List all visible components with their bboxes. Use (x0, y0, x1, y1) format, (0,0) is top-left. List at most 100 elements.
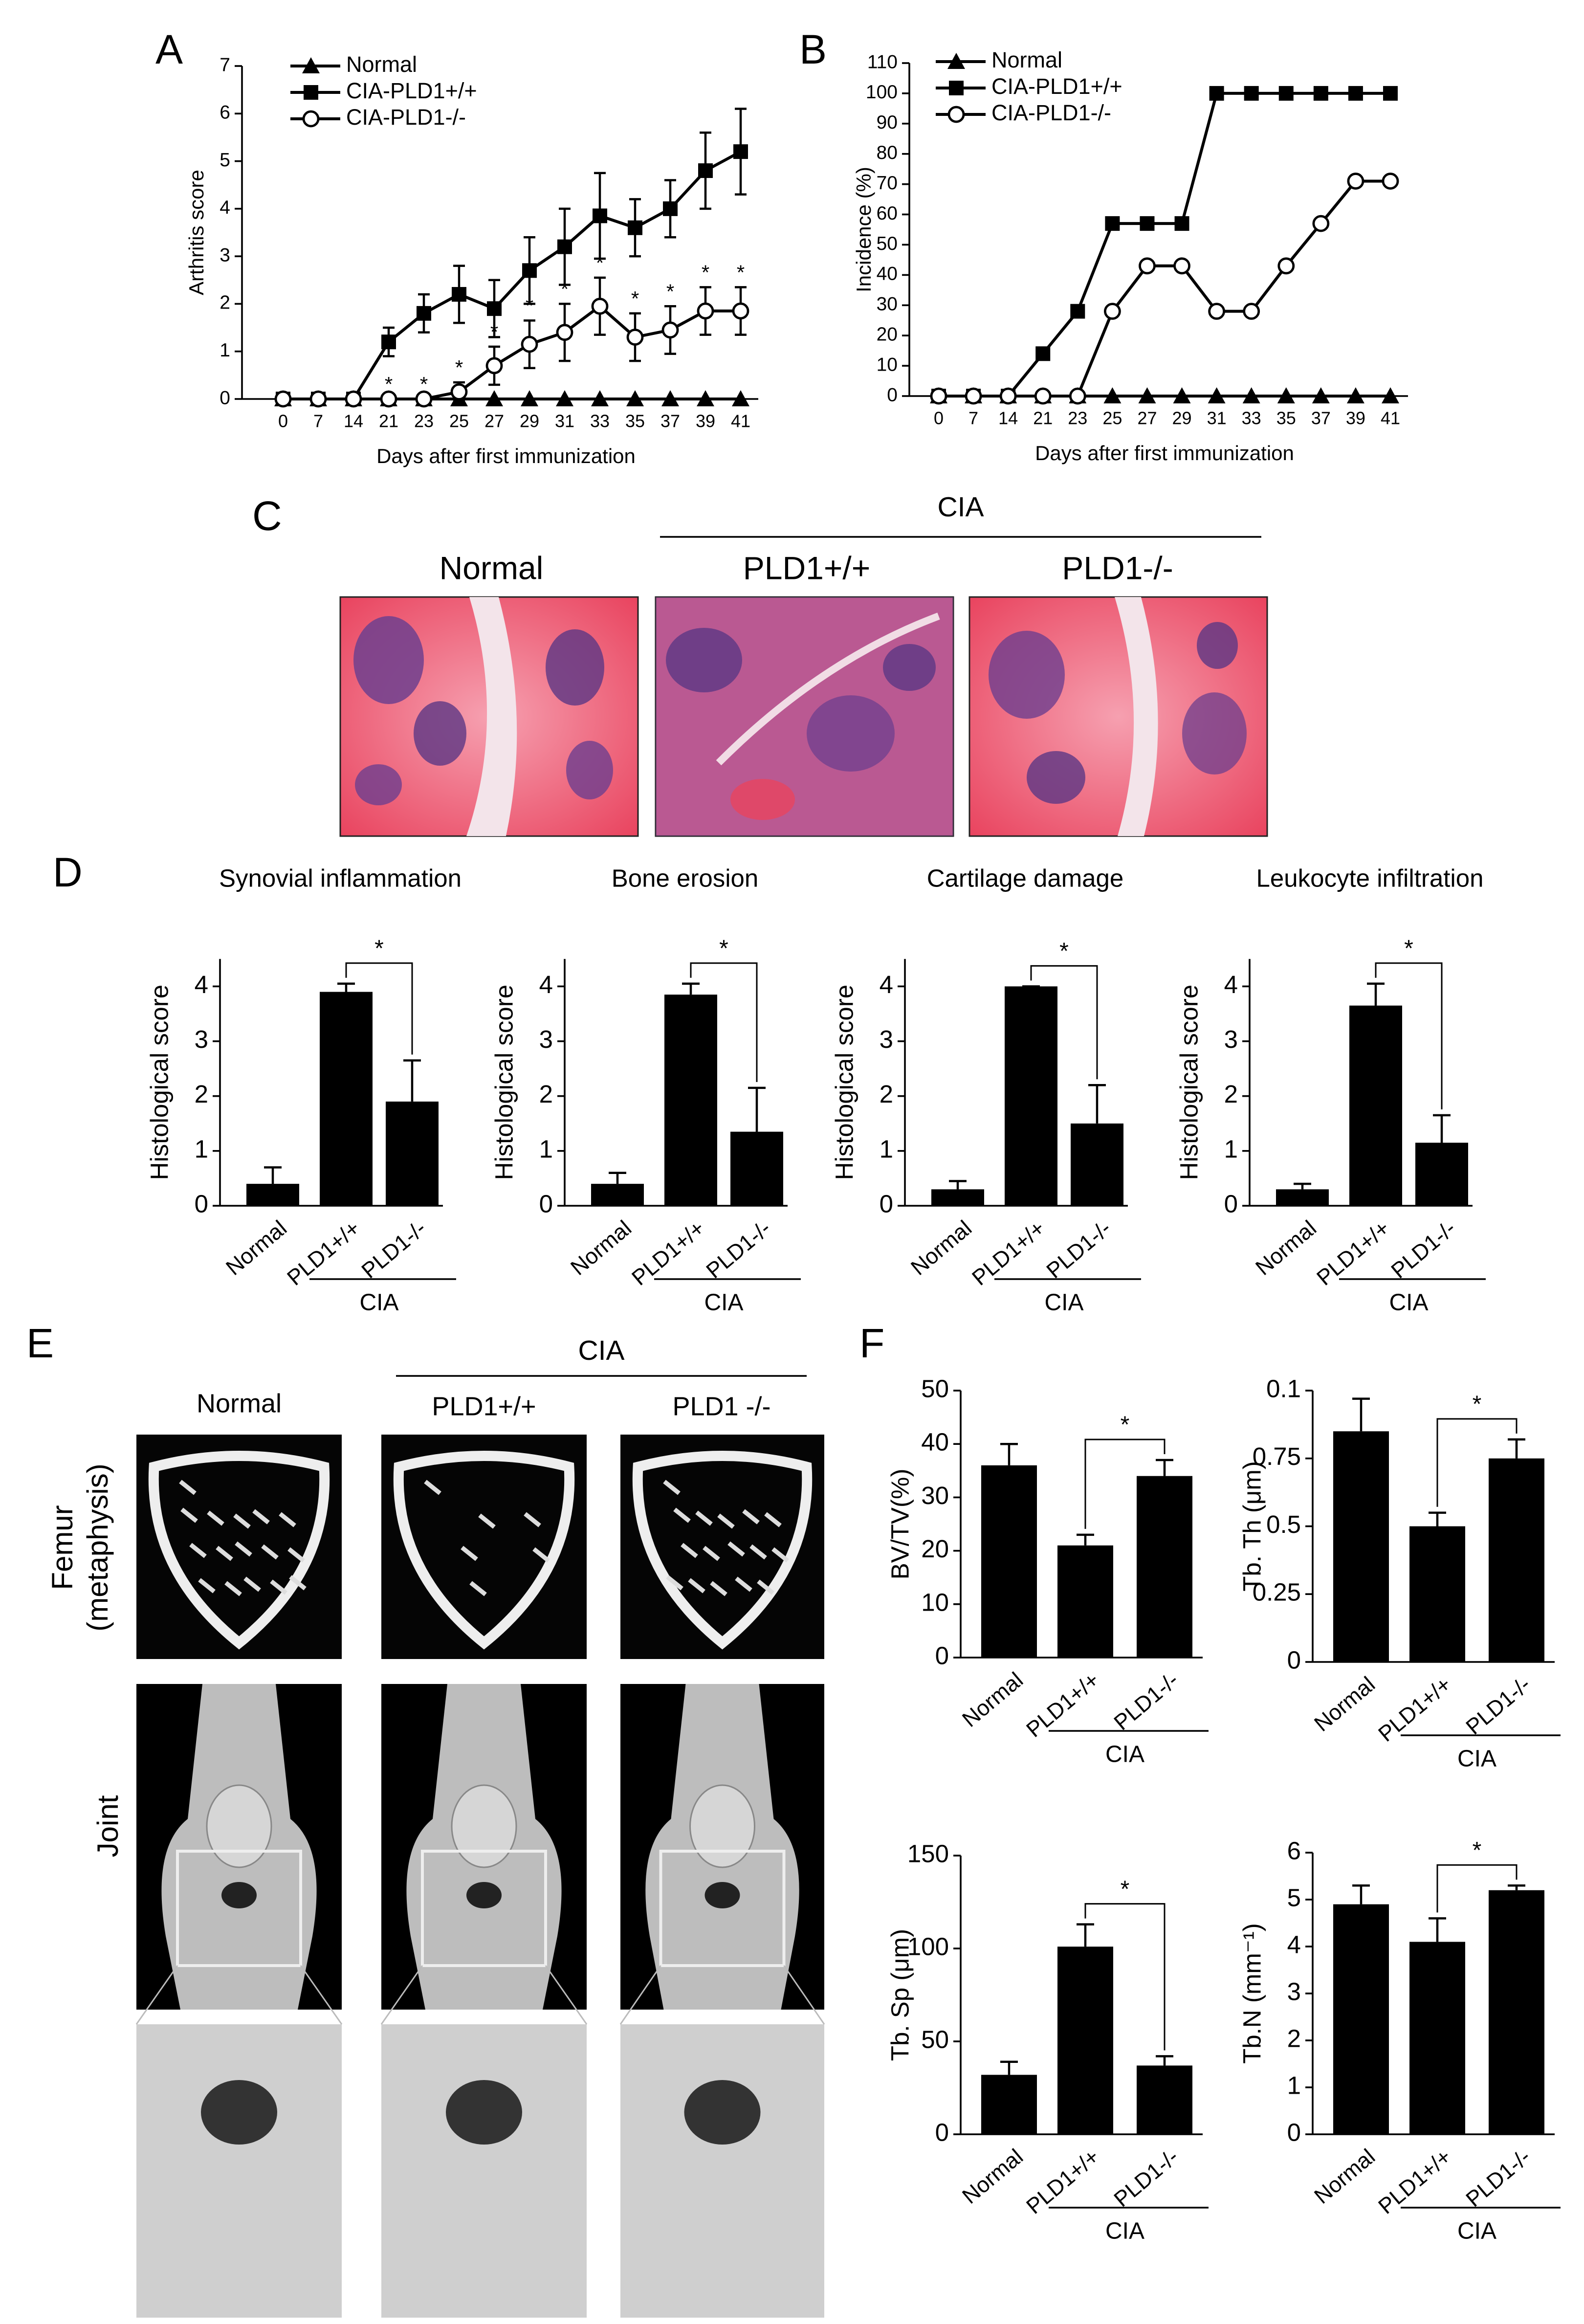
trabecula (666, 1575, 683, 1591)
x-tick-label: 41 (1381, 408, 1400, 428)
row-label: Femur (46, 1505, 79, 1590)
x-tick-label: 37 (660, 411, 680, 431)
y-tick-label: 0 (880, 1190, 893, 1217)
x-tick-label: 21 (379, 411, 398, 431)
marker (1382, 173, 1399, 190)
error-bar (1294, 1182, 1311, 1190)
y-tick-label: 90 (877, 112, 898, 133)
marker (1070, 304, 1085, 319)
y-tick-label: 0 (935, 1641, 949, 1669)
bar (1137, 1476, 1192, 1658)
bar (320, 992, 373, 1206)
bar (1005, 986, 1057, 1206)
x-tick-label: PLD1-/- (702, 1216, 776, 1284)
marker (1312, 215, 1330, 232)
group-label: CIA (1105, 2218, 1144, 2244)
ct-image (620, 2024, 824, 2318)
y-axis-label: Incidence (%) (852, 167, 875, 292)
significance-bracket (1436, 1418, 1518, 1507)
significance-bracket (345, 962, 413, 1055)
marker (1105, 216, 1120, 231)
significance-marker: * (666, 280, 674, 303)
error-bar (1429, 1917, 1446, 1942)
bar (1333, 1904, 1389, 2135)
marker (1383, 86, 1398, 101)
x-tick-label: 29 (1172, 408, 1192, 428)
x-tick-label: 27 (1137, 408, 1157, 428)
y-tick-label: 3 (1224, 1025, 1238, 1053)
marker (698, 163, 713, 178)
y-axis-label: Histological score (830, 985, 858, 1180)
bar (981, 1465, 1037, 1658)
column-label: PLD1+/+ (432, 1392, 536, 1421)
trabecula (261, 1544, 279, 1560)
significance-bracket (1084, 1903, 1166, 2051)
significance-marker: * (702, 261, 709, 284)
significance-marker: * (631, 287, 639, 310)
trabecula (424, 1480, 441, 1495)
panel-label: E (26, 1320, 54, 1366)
significance-marker: * (1473, 1837, 1482, 1863)
x-tick-label: 35 (1276, 408, 1296, 428)
legend-marker (302, 57, 320, 74)
error-bar (1352, 1397, 1370, 1432)
notch (704, 1882, 740, 1909)
marker (521, 390, 538, 407)
bar (1333, 1431, 1389, 1662)
marker (1139, 257, 1156, 275)
marker (309, 390, 327, 408)
y-tick-label: 3 (1287, 1977, 1301, 2005)
x-tick-label: 14 (998, 408, 1018, 428)
significance-marker: * (490, 320, 498, 343)
trabecula (673, 1507, 691, 1523)
significance-marker: * (1121, 1412, 1130, 1438)
histology-image (968, 596, 1268, 837)
trabecula (771, 1547, 789, 1563)
marker (452, 287, 466, 302)
x-tick-label: PLD1-/- (1042, 1216, 1116, 1284)
group-label: CIA (937, 491, 984, 523)
trabecula (243, 1576, 261, 1592)
notch (684, 2080, 761, 2145)
x-tick-label: 29 (520, 411, 539, 431)
error-bar (1156, 2055, 1173, 2066)
x-tick-label: PLD1-/- (1109, 2144, 1184, 2212)
marker (485, 390, 503, 407)
y-tick-label: 0 (1287, 1646, 1301, 1674)
y-tick-label: 0 (539, 1190, 553, 1217)
legend-marker (304, 85, 318, 100)
marker (380, 390, 397, 408)
group-label: CIA (704, 1290, 743, 1316)
x-tick-label: 0 (278, 411, 288, 431)
marker (485, 357, 503, 375)
y-tick-label: 2 (539, 1080, 553, 1108)
y-axis-label: BV/TV(%) (886, 1469, 914, 1580)
y-tick-label: 150 (907, 1839, 949, 1867)
panel-label: D (53, 849, 83, 895)
marker (1034, 387, 1052, 405)
significance-marker: * (455, 356, 463, 379)
y-tick-label: 1 (539, 1135, 553, 1163)
bar (1137, 2065, 1192, 2135)
y-tick-label: 4 (1224, 971, 1238, 998)
x-tick-label: 25 (449, 411, 469, 431)
y-tick-label: 6 (1287, 1837, 1301, 1864)
x-tick-label: 7 (968, 408, 978, 428)
group-label: CIA (578, 1335, 624, 1366)
trabecula (189, 1543, 207, 1558)
marker (661, 390, 679, 407)
error-bar (682, 982, 700, 995)
y-tick-label: 3 (539, 1025, 553, 1053)
marker (1173, 387, 1191, 404)
legend-label: CIA-PLD1-/- (991, 100, 1111, 125)
y-tick-label: 5 (220, 150, 230, 171)
trabecula (710, 1581, 727, 1596)
femur-section (148, 1451, 330, 1650)
series-line (283, 304, 741, 401)
error-bar (337, 982, 355, 992)
y-tick-label: 1 (195, 1135, 208, 1163)
marker (663, 201, 678, 216)
bar (1409, 1526, 1465, 1662)
